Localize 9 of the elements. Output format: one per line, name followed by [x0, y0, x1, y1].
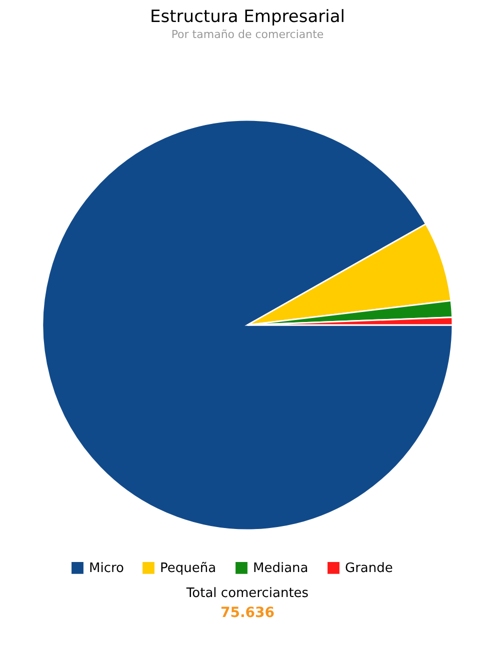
text: Total comerciantes: [185, 586, 309, 601]
text: 75.636: [220, 605, 275, 621]
pie-slice: [42, 119, 454, 531]
legend-label: Mediana: [253, 560, 308, 576]
chart-subtitle: Por tamaño de comerciante: [171, 28, 324, 41]
legend-label: Pequeña: [160, 560, 216, 576]
legend-label: Grande: [345, 560, 393, 576]
chart-title: Estructura Empresarial: [150, 7, 345, 27]
legend-label: Micro: [89, 560, 124, 576]
